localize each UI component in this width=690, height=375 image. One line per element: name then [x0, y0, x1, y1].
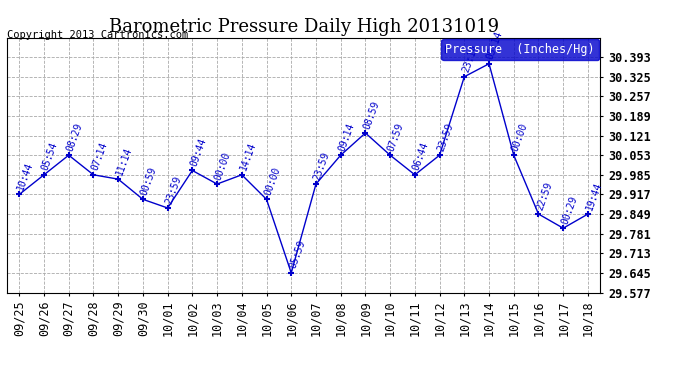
Text: 05:54: 05:54 — [40, 141, 59, 172]
Text: 08:59: 08:59 — [362, 99, 381, 130]
Text: 19:44: 19:44 — [584, 180, 604, 211]
Text: 07:14: 07:14 — [90, 141, 109, 172]
Text: 00:00: 00:00 — [510, 122, 529, 152]
Text: 05:59: 05:59 — [288, 239, 307, 270]
Text: 09:14: 09:14 — [337, 122, 356, 152]
Text: 14:14: 14:14 — [238, 141, 257, 172]
Text: 23:14: 23:14 — [460, 43, 480, 74]
Text: 00:00: 00:00 — [263, 165, 282, 196]
Text: 07:59: 07:59 — [386, 122, 406, 152]
Text: 06:44: 06:44 — [411, 141, 431, 172]
Text: 09:44: 09:44 — [188, 136, 208, 168]
Text: 23:59: 23:59 — [164, 174, 184, 205]
Title: Barometric Pressure Daily High 20131019: Barometric Pressure Daily High 20131019 — [108, 18, 499, 36]
Text: 10:44: 10:44 — [15, 160, 35, 192]
Text: 08:29: 08:29 — [65, 122, 84, 152]
Text: 23:59: 23:59 — [312, 150, 332, 181]
Text: Copyright 2013 Cartronics.com: Copyright 2013 Cartronics.com — [7, 30, 188, 40]
Legend: Pressure  (Inches/Hg): Pressure (Inches/Hg) — [441, 39, 599, 60]
Text: 22:59: 22:59 — [535, 180, 554, 211]
Text: 00:29: 00:29 — [560, 194, 579, 225]
Text: 00:59: 00:59 — [139, 165, 159, 196]
Text: 05:14: 05:14 — [485, 30, 504, 61]
Text: 11:14: 11:14 — [115, 146, 134, 176]
Text: 23:59: 23:59 — [436, 122, 455, 152]
Text: 00:00: 00:00 — [213, 150, 233, 181]
